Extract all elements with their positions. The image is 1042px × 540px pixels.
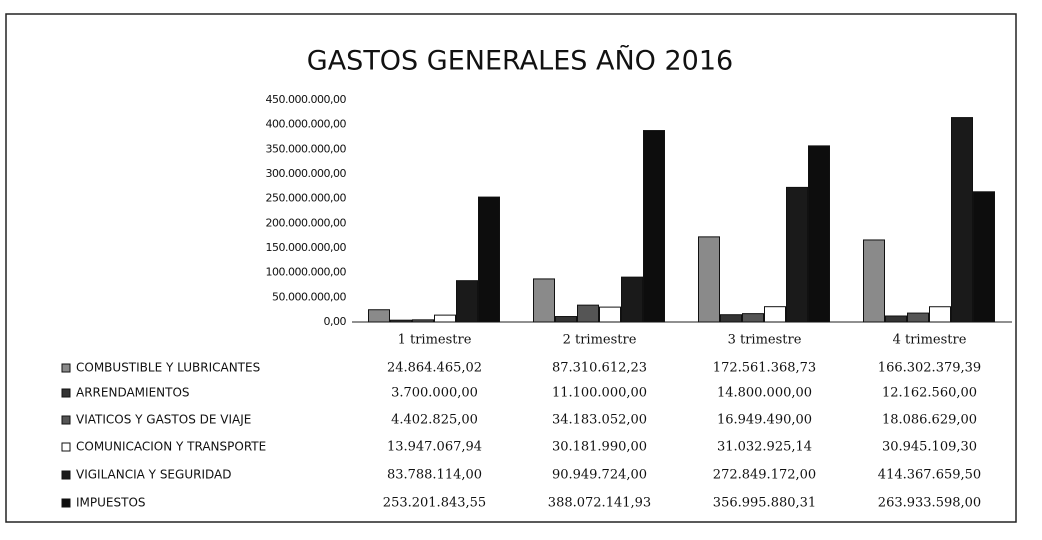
x-tick-label: 3 trimestre xyxy=(728,333,802,348)
data-label: 253.201.843,55 xyxy=(383,496,486,511)
legend-label: COMBUSTIBLE Y LUBRICANTES xyxy=(76,361,260,375)
data-label: 30.181.990,00 xyxy=(552,440,647,455)
data-label: 34.183.052,00 xyxy=(552,413,647,428)
legend-swatch xyxy=(61,388,71,398)
chart-frame xyxy=(5,13,1017,523)
bar xyxy=(929,306,951,323)
data-label: 11.100.000,00 xyxy=(552,386,647,401)
y-tick-label: 0,00 xyxy=(324,315,347,328)
bar xyxy=(786,186,808,323)
chart-title: GASTOS GENERALES AÑO 2016 xyxy=(307,45,733,77)
data-label: 90.949.724,00 xyxy=(552,468,647,483)
data-label: 30.945.109,30 xyxy=(882,440,977,455)
data-label: 263.933.598,00 xyxy=(878,496,981,511)
x-tick-label: 2 trimestre xyxy=(563,333,637,348)
y-tick-label: 300.000.000,00 xyxy=(266,167,347,180)
x-tick-label: 4 trimestre xyxy=(893,333,967,348)
data-label: 13.947.067,94 xyxy=(387,440,482,455)
bar xyxy=(973,191,995,323)
bar xyxy=(555,316,577,323)
data-label: 16.949.490,00 xyxy=(717,413,812,428)
legend-swatch xyxy=(61,498,71,508)
legend-swatch xyxy=(61,363,71,373)
bar xyxy=(390,319,412,323)
y-tick-label: 150.000.000,00 xyxy=(266,241,347,254)
bar xyxy=(434,314,456,323)
y-tick-label: 50.000.000,00 xyxy=(272,290,346,303)
bar xyxy=(698,236,720,323)
bar xyxy=(456,280,478,323)
legend-swatch xyxy=(61,442,71,452)
data-label: 4.402.825,00 xyxy=(391,413,478,428)
data-label: 414.367.659,50 xyxy=(878,468,981,483)
bar xyxy=(643,130,665,323)
legend-swatch xyxy=(61,415,71,425)
data-label: 14.800.000,00 xyxy=(717,386,812,401)
legend-label: COMUNICACION Y TRANSPORTE xyxy=(76,440,266,454)
bar xyxy=(742,313,764,323)
bar xyxy=(863,239,885,323)
data-label: 12.162.560,00 xyxy=(882,386,977,401)
bar xyxy=(720,314,742,323)
bar xyxy=(368,309,390,323)
bar xyxy=(907,312,929,323)
bar xyxy=(412,319,434,323)
legend-label: VIGILANCIA Y SEGURIDAD xyxy=(76,468,231,482)
legend-swatch xyxy=(61,470,71,480)
bar xyxy=(478,196,500,323)
y-tick-label: 250.000.000,00 xyxy=(266,192,347,205)
bar xyxy=(885,315,907,323)
y-tick-label: 100.000.000,00 xyxy=(266,266,347,279)
data-label: 388.072.141,93 xyxy=(548,496,651,511)
bar xyxy=(577,304,599,323)
data-label: 31.032.925,14 xyxy=(717,440,812,455)
bar xyxy=(621,276,643,323)
legend-label: ARRENDAMIENTOS xyxy=(76,386,190,400)
data-label: 24.864.465,02 xyxy=(387,361,482,376)
data-label: 83.788.114,00 xyxy=(387,468,482,483)
legend-label: IMPUESTOS xyxy=(76,496,146,510)
legend-label: VIATICOS Y GASTOS DE VIAJE xyxy=(76,413,251,427)
data-label: 272.849.172,00 xyxy=(713,468,816,483)
bar xyxy=(808,145,830,323)
bar xyxy=(533,278,555,323)
y-tick-label: 350.000.000,00 xyxy=(266,142,347,155)
data-label: 18.086.629,00 xyxy=(882,413,977,428)
bar xyxy=(951,117,973,323)
y-tick-label: 400.000.000,00 xyxy=(266,118,347,131)
data-label: 356.995.880,31 xyxy=(713,496,816,511)
data-label: 87.310.612,23 xyxy=(552,361,647,376)
bar xyxy=(599,306,621,323)
x-tick-label: 1 trimestre xyxy=(398,333,472,348)
data-label: 166.302.379,39 xyxy=(878,361,981,376)
y-tick-label: 450.000.000,00 xyxy=(266,93,347,106)
data-label: 172.561.368,73 xyxy=(713,361,816,376)
bar xyxy=(764,306,786,323)
y-tick-label: 200.000.000,00 xyxy=(266,216,347,229)
data-label: 3.700.000,00 xyxy=(391,386,478,401)
